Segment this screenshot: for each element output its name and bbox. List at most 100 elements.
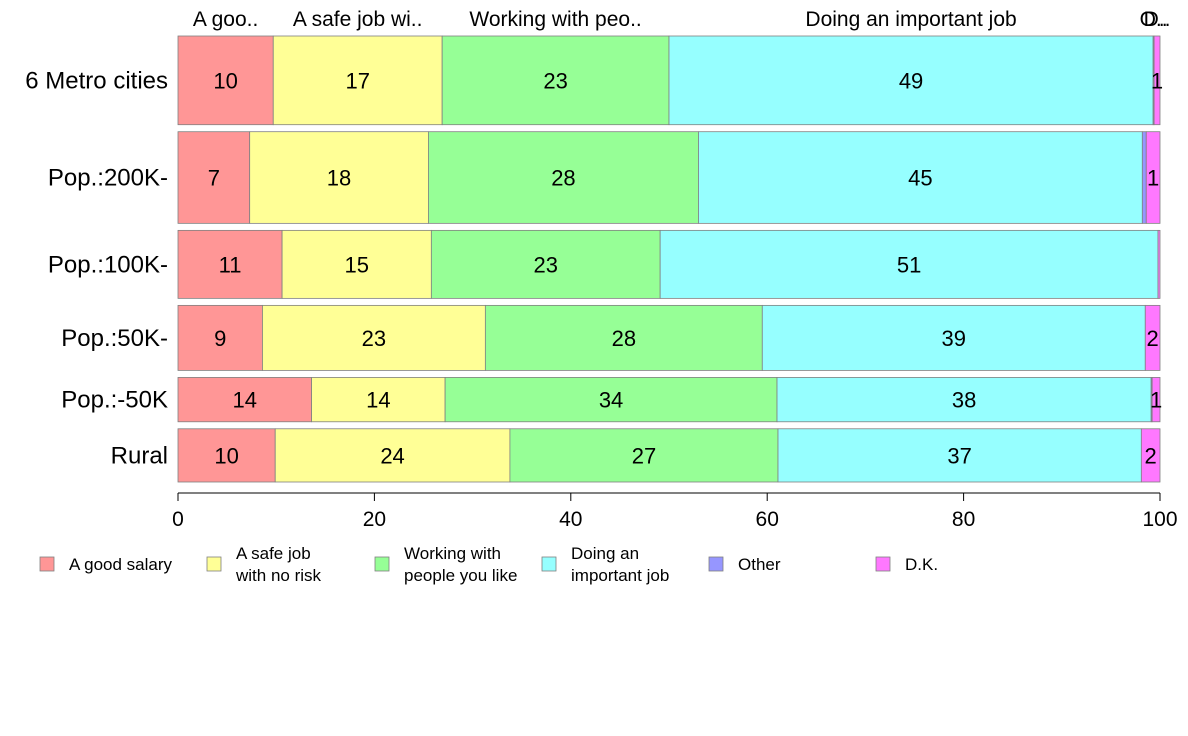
bar-segment [1144,304,1161,371]
legend-label: A good salary [69,555,173,574]
bar-value-label: 10 [213,68,237,93]
legend-swatch [541,556,557,572]
bar-segment [777,428,1142,483]
bar-segment [177,229,283,299]
bar-value-label: 14 [233,388,257,413]
bar-segment [428,131,699,224]
top-series-label: D.. [1144,8,1171,31]
bar-segment [668,35,1154,126]
top-series-label: A goo.. [193,8,258,31]
bar-value-label: 10 [214,443,238,468]
legend-swatch [206,556,222,572]
bar-value-label: 14 [366,388,390,413]
bar-value-label: 9 [214,326,226,351]
bar-value-label: 2 [1147,326,1159,351]
bar-row: 11 15 23 51 [177,229,1161,299]
legend-swatch [374,556,390,572]
bar-value-label: 7 [208,166,220,191]
bar-segment [177,131,251,224]
legend-label-line: important job [571,566,669,585]
bar-segment [659,229,1159,299]
bar-row: 14 14 34 38 1 [177,377,1162,423]
legend-item: D.K. [875,555,938,574]
bar-value-label: 15 [344,252,368,277]
bar-row: 7 18 28 45 1 [177,131,1161,224]
bar-segment [1153,35,1161,126]
bar-segment [177,377,312,423]
bar-row: 9 23 28 39 2 [177,304,1161,371]
bar-value-label: 49 [899,68,923,93]
bar-value-label: 23 [362,326,386,351]
bar-value-label: 38 [952,388,976,413]
legend-item: Other [708,555,781,574]
bar-segment [776,377,1152,423]
bar-value-label: 1 [1151,68,1163,93]
legend-item: Working with people you like [374,544,517,585]
category-label: Pop.:100K- [48,251,168,278]
legend: A good salary A safe job with no risk Worki… [39,544,938,585]
bar-value-label: 23 [534,252,558,277]
bar-value-label: 2 [1145,443,1157,468]
legend-label-line: people you like [404,566,517,585]
top-series-label: Working with peo.. [469,8,641,31]
bar-segment [509,428,779,483]
bar-value-label: 39 [942,326,966,351]
bar-segment [274,428,511,483]
bar-row: 10 24 27 37 2 [177,428,1161,483]
bar-value-label: 1 [1150,388,1162,413]
bar-value-label: 18 [327,166,351,191]
top-series-labels: A goo.. A safe job wi.. Working with peo..… [193,8,1171,31]
legend-swatch [875,556,891,572]
x-axis: 0 20 40 60 80 100 [172,492,1178,531]
bar-value-label: 34 [599,388,623,413]
bar-segment [272,35,443,126]
category-label: Pop.:-50K [61,387,168,414]
x-tick-label: 0 [172,508,184,531]
top-series-label: A safe job wi.. [293,8,423,31]
category-labels: 6 Metro cities Pop.:200K- Pop.:100K- Pop.:5… [25,67,168,469]
x-tick-label: 100 [1142,508,1177,531]
bar-value-label: 51 [897,252,921,277]
bar-segment [484,304,763,371]
bar-segment [1157,229,1161,299]
bar-segment [761,304,1146,371]
legend-label: Doing an important job [571,544,669,585]
bar-value-label: 17 [345,68,369,93]
top-series-label: Doing an important job [805,8,1016,31]
legend-swatch [708,556,724,572]
bar-row: 10 17 23 49 1 [177,35,1163,126]
top-series-label: O.. [1140,8,1168,31]
x-tick-label: 40 [559,508,582,531]
x-tick-label: 20 [363,508,386,531]
bar-value-label: 24 [380,443,404,468]
category-label: Pop.:50K- [61,325,168,352]
bar-segment [444,377,778,423]
legend-item: Doing an important job [541,544,669,585]
legend-label-line: Working with [404,544,501,563]
category-label: 6 Metro cities [25,67,168,94]
category-label: Pop.:200K- [48,165,168,192]
category-label: Rural [111,442,168,469]
legend-swatch [39,556,55,572]
bar-segment [311,377,446,423]
bar-segment [1151,377,1161,423]
legend-label: D.K. [905,555,938,574]
bar-segment [430,229,661,299]
bar-segment [1140,428,1161,483]
bar-value-label: 1 [1147,166,1159,191]
legend-label: Working with people you like [404,544,517,585]
legend-label-line: with no risk [235,566,322,585]
x-tick-label: 80 [952,508,975,531]
bar-value-label: 23 [543,68,567,93]
bar-value-label: 28 [612,326,636,351]
legend-label: Other [738,555,781,574]
legend-label: A safe job with no risk [235,544,322,585]
bars-area: 10 17 23 49 17 18 28 45 111 15 23 519 23 28 39 214 14 34 3… [177,35,1163,483]
bar-segment [249,131,429,224]
x-tick-label: 60 [756,508,779,531]
bar-segment [1141,131,1147,224]
bar-value-label: 11 [219,252,242,277]
bar-segment [1145,131,1161,224]
bar-value-label: 45 [908,166,932,191]
